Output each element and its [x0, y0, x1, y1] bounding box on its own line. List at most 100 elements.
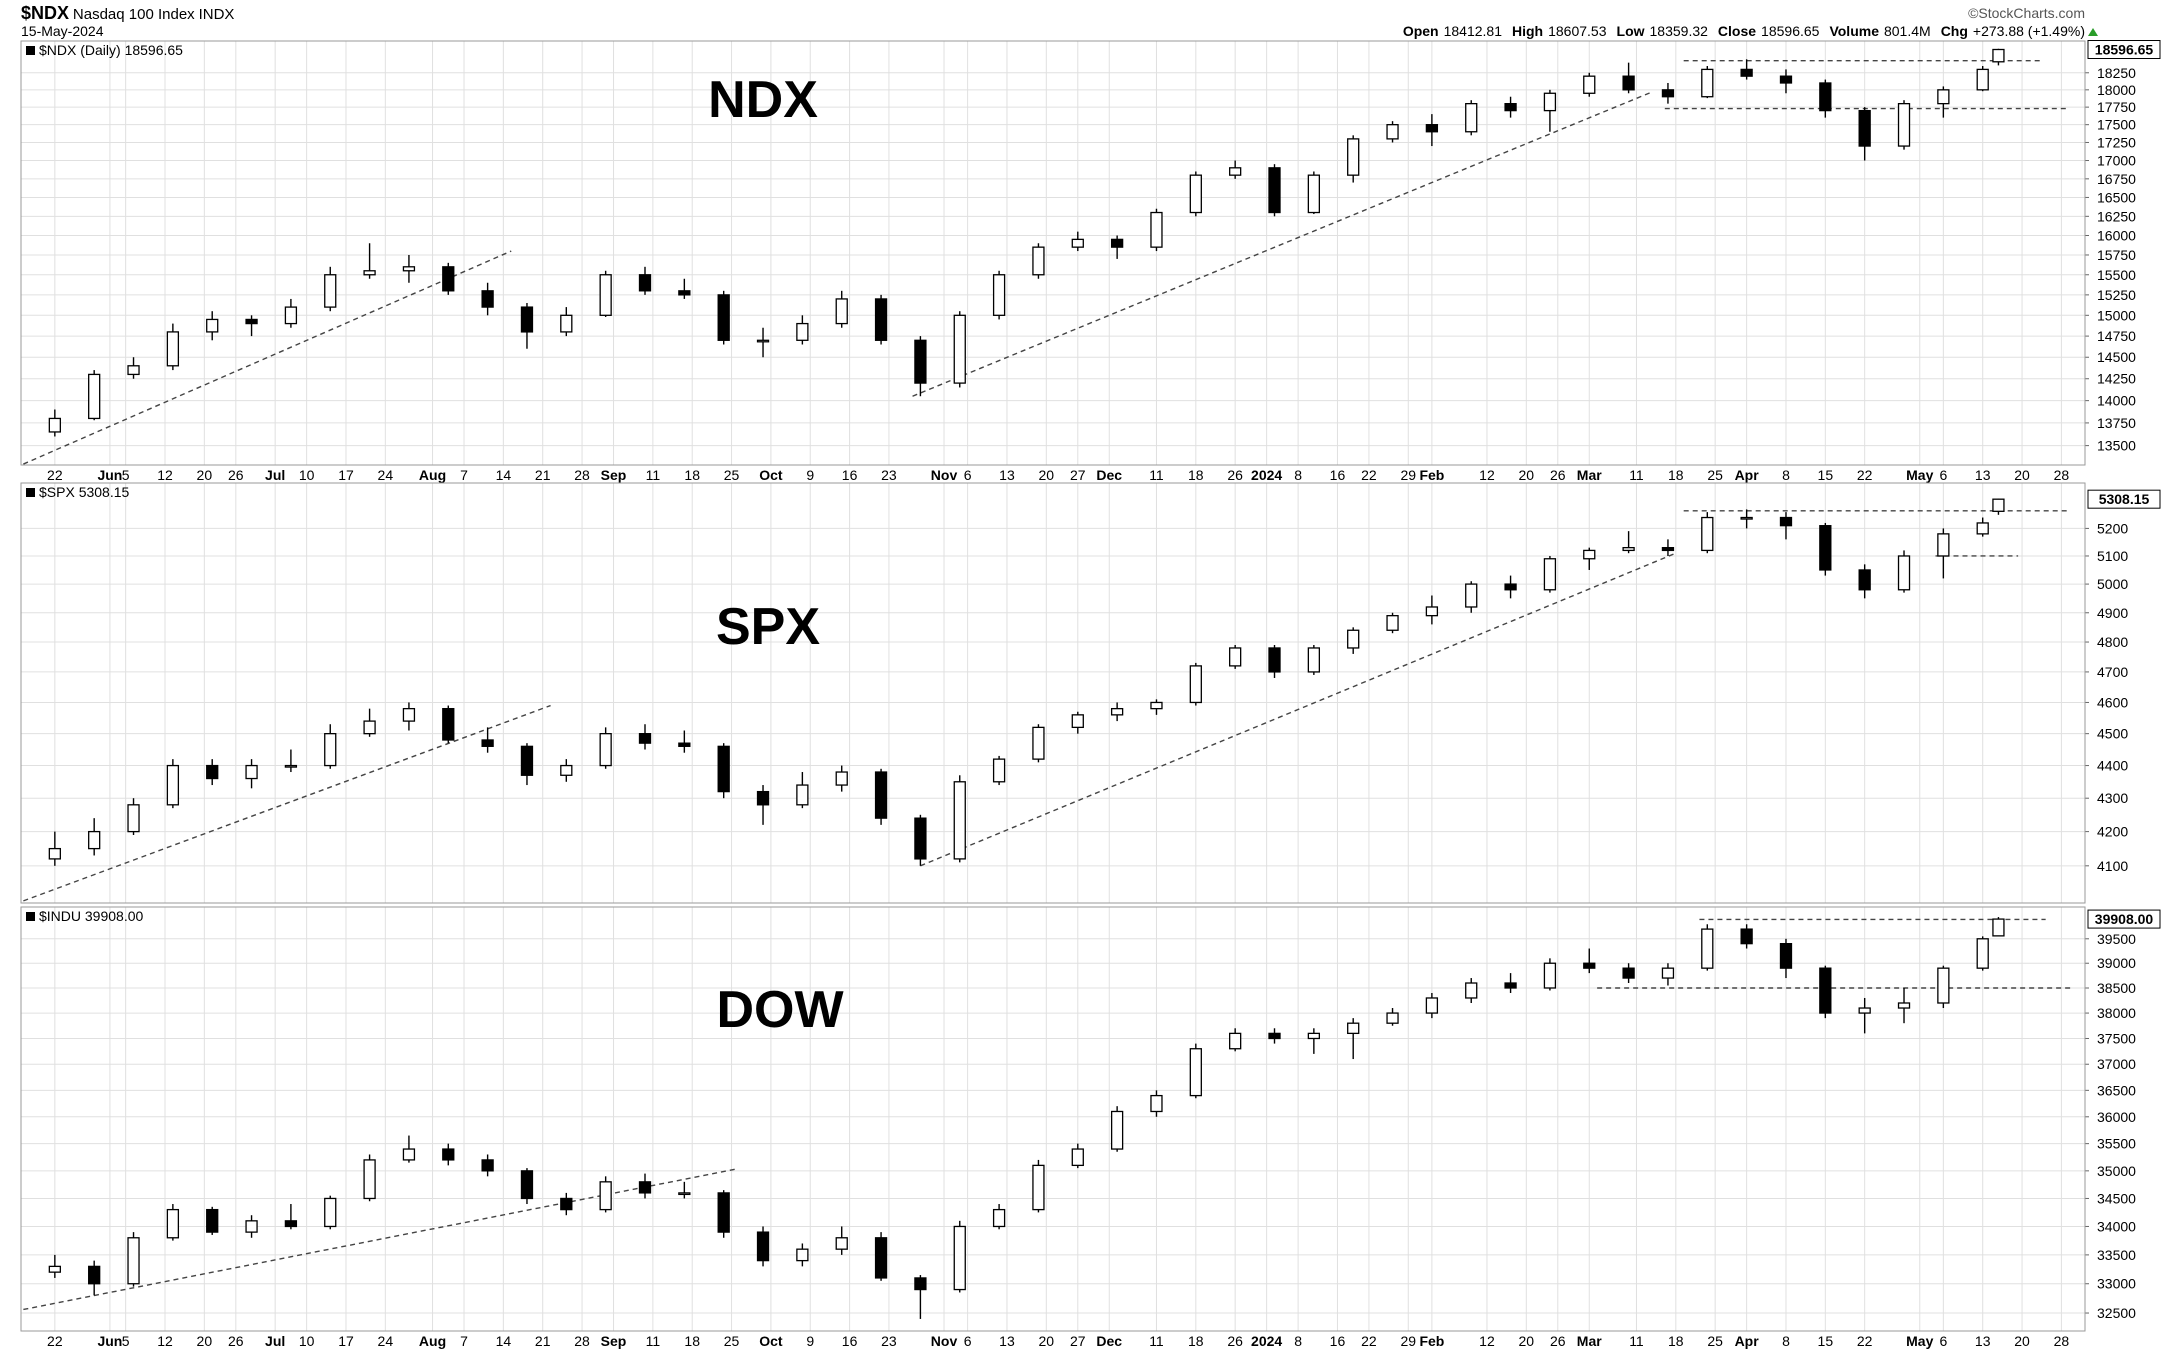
x-tick-label: 12 [1479, 1333, 1495, 1349]
candle-body [1307, 174, 1321, 214]
candle-body [206, 1208, 219, 1233]
x-tick-label: 20 [197, 467, 213, 483]
candle-body [914, 817, 927, 860]
candle-body [1992, 48, 2005, 63]
x-tick-label: 8 [1294, 467, 1302, 483]
y-tick-label: 16000 [2097, 227, 2136, 243]
candle-body [1465, 583, 1478, 608]
x-tick-label: 16 [842, 467, 858, 483]
x-tick-label: 11 [1149, 1333, 1164, 1349]
y-tick-label: 39000 [2097, 955, 2136, 971]
x-tick-label: Nov [931, 1333, 958, 1349]
candle-body [1622, 546, 1635, 552]
candle-body [1189, 665, 1202, 704]
x-tick-label: 24 [378, 1333, 394, 1349]
candle-body [206, 764, 219, 780]
candle-body [1897, 555, 1911, 591]
x-tick-label: 18 [1188, 467, 1204, 483]
candle-body [1229, 1032, 1242, 1050]
candle-body [206, 318, 219, 333]
y-tick-label: 4400 [2097, 758, 2128, 774]
x-tick-label: 16 [1330, 467, 1346, 483]
candle-body [48, 1265, 61, 1273]
x-tick-label: 5 [122, 1333, 130, 1349]
y-tick-label: 15250 [2097, 287, 2136, 303]
y-tick-label: 35000 [2097, 1163, 2136, 1179]
candle-body [1032, 726, 1045, 760]
candle-body [1701, 516, 1714, 552]
candle-body [1583, 549, 1596, 560]
candle-body [324, 733, 337, 767]
x-tick-label: 10 [299, 1333, 315, 1349]
candle-body [1425, 997, 1439, 1014]
candle-body [1937, 967, 1950, 1004]
x-tick-label: 22 [1857, 1333, 1873, 1349]
candle-body [1543, 92, 1557, 112]
plot-area [21, 41, 2085, 465]
candle-body [717, 294, 730, 341]
x-tick-label: 11 [646, 1333, 661, 1349]
x-tick-label: Mar [1577, 467, 1602, 483]
candle-body [638, 274, 652, 292]
candle-body [953, 1225, 966, 1291]
candle-body [599, 1181, 612, 1211]
trendline [920, 552, 1677, 867]
candle-body [1992, 918, 2005, 937]
x-tick-label: 9 [806, 1333, 814, 1349]
candle-body [1307, 647, 1321, 673]
candle-body [1819, 525, 1832, 571]
candle-body [1307, 1032, 1321, 1040]
x-tick-label: 2024 [1251, 1333, 1282, 1349]
candle-body [520, 1170, 534, 1200]
candle-body [127, 365, 140, 376]
x-tick-label: May [1906, 467, 1933, 483]
x-tick-label: 11 [1629, 467, 1644, 483]
candle-body [1229, 647, 1242, 667]
x-tick-label: 17 [338, 1333, 354, 1349]
candle-body [1937, 89, 1950, 105]
panel-title: $NDX (Daily) 18596.65 [39, 42, 183, 58]
x-tick-label: Apr [1735, 467, 1760, 483]
candle-body [796, 784, 809, 806]
x-tick-label: May [1906, 1333, 1933, 1349]
candle-body [363, 1159, 376, 1200]
candle-body [717, 1192, 730, 1233]
candle-body [1268, 167, 1281, 214]
y-tick-label: 16250 [2097, 208, 2136, 224]
candle-body [284, 764, 298, 768]
x-tick-label: Apr [1735, 1333, 1760, 1349]
trendline [912, 91, 1653, 397]
x-tick-label: 18 [684, 467, 700, 483]
candle-body [324, 274, 337, 308]
candle-body [1819, 82, 1832, 112]
last-price-label: 18596.65 [2095, 42, 2154, 58]
candle-body [756, 1231, 770, 1262]
candle-body [363, 270, 376, 276]
x-tick-label: 23 [881, 1333, 897, 1349]
candle-body [1504, 583, 1517, 591]
x-tick-label: 18 [1188, 1333, 1204, 1349]
candle-body [1858, 1007, 1871, 1014]
y-tick-label: 4900 [2097, 605, 2128, 621]
panel-title: $INDU 39908.00 [39, 908, 144, 924]
candle-body [1071, 238, 1084, 248]
candle-body [1992, 498, 2005, 512]
candle-body [560, 1197, 573, 1211]
candle-body [1229, 167, 1242, 176]
x-tick-label: 26 [1227, 467, 1243, 483]
y-tick-label: 33000 [2097, 1276, 2136, 1292]
y-tick-label: 17750 [2097, 99, 2136, 115]
candle-body [1858, 109, 1871, 147]
candle-body [796, 322, 809, 341]
candle-body [560, 764, 573, 776]
candle-body [481, 1159, 494, 1172]
x-tick-label: 22 [1361, 1333, 1377, 1349]
candle-body [1661, 89, 1675, 98]
x-tick-label: 27 [1070, 467, 1086, 483]
y-tick-label: 36000 [2097, 1109, 2136, 1125]
x-tick-label: 18 [1668, 1333, 1684, 1349]
x-tick-label: 15 [1818, 467, 1834, 483]
candle-body [402, 707, 416, 722]
